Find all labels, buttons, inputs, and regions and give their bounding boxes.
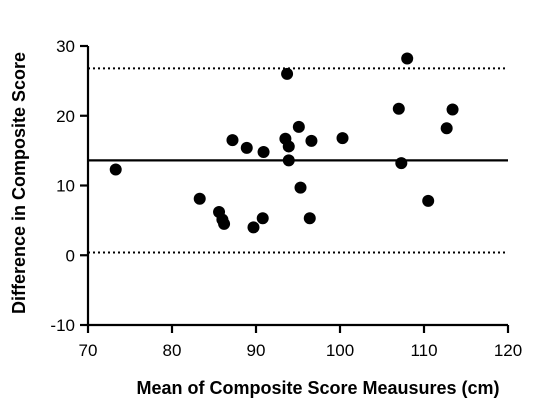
data-point [303, 212, 316, 225]
y-tick-label: -10 [50, 316, 75, 335]
data-points [109, 52, 459, 234]
x-tick-label: 100 [326, 341, 354, 360]
x-tick-label: 110 [410, 341, 437, 360]
x-axis-title: Mean of Composite Score Meausures (cm) [136, 378, 499, 398]
data-point [193, 192, 206, 205]
data-point [336, 132, 349, 145]
data-point [256, 212, 269, 225]
data-point [305, 134, 318, 147]
x-tick-label: 80 [163, 341, 182, 360]
y-tick-label: 0 [66, 246, 75, 265]
y-tick-label: 10 [56, 177, 75, 196]
data-point [282, 140, 295, 153]
data-point [109, 163, 122, 176]
x-tick-label: 90 [247, 341, 266, 360]
y-tick-label: 30 [56, 37, 75, 56]
data-point [294, 181, 307, 194]
data-point [446, 103, 459, 116]
data-point [218, 217, 231, 230]
y-tick-label: 20 [56, 107, 75, 126]
data-point [247, 221, 260, 234]
data-point [281, 67, 294, 80]
data-point [395, 157, 408, 170]
data-point [422, 194, 435, 207]
axes: -10 0 10 20 30 70 80 90 100 110 120 [50, 37, 522, 360]
data-point [282, 154, 295, 167]
x-tick-label: 120 [494, 341, 522, 360]
data-point [257, 146, 270, 159]
data-point [292, 120, 305, 133]
data-point [226, 134, 239, 147]
data-point [440, 122, 453, 135]
data-point [401, 52, 414, 65]
y-axis-title: Difference in Composite Score [9, 52, 29, 314]
data-point [240, 141, 253, 154]
data-point [392, 102, 405, 115]
reference-lines [88, 67, 508, 254]
x-tick-label: 70 [79, 341, 98, 360]
